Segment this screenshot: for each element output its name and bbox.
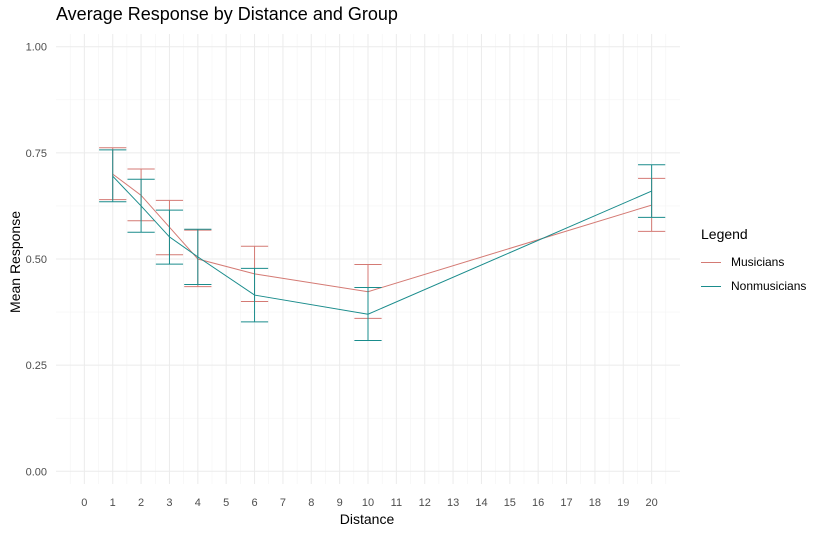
x-tick-label: 2	[138, 497, 144, 509]
x-tick-label: 8	[308, 497, 314, 509]
y-tick-label: 0.75	[26, 148, 47, 160]
x-tick-label: 9	[337, 497, 343, 509]
x-tick-label: 12	[419, 497, 431, 509]
series-layer	[99, 147, 666, 342]
x-tick-label: 13	[447, 497, 459, 509]
x-tick-label: 3	[166, 497, 172, 509]
y-tick-label: 0.25	[26, 360, 47, 372]
y-tick-label: 1.00	[26, 42, 47, 54]
x-tick-label: 6	[251, 497, 257, 509]
error-bar-nonmusicians	[354, 286, 382, 342]
legend: Legend Musicians Nonmusicians	[701, 226, 806, 298]
x-tick-label: 10	[362, 497, 374, 509]
error-bar-nonmusicians	[638, 164, 666, 218]
x-tick-label: 20	[646, 497, 658, 509]
x-tick-label: 7	[280, 497, 286, 509]
x-tick-label: 15	[504, 497, 516, 509]
y-tick-label: 0.50	[26, 254, 47, 266]
legend-label-nonmusicians: Nonmusicians	[731, 279, 807, 293]
legend-title: Legend	[701, 226, 748, 242]
legend-label-musicians: Musicians	[731, 255, 785, 269]
x-axis-title: Distance	[340, 511, 395, 527]
legend-item-musicians: Musicians	[701, 250, 806, 274]
y-axis-title: Mean Response	[7, 211, 23, 313]
x-axis-tick-labels: 0 1 2 3 4 5 6 7 8 9 10 11 12 13 14 15 16 17 18 19 20	[81, 497, 657, 509]
legend-key-musicians	[701, 261, 721, 263]
x-tick-label: 0	[81, 497, 87, 509]
error-bar-nonmusicians	[99, 149, 127, 203]
y-axis-tick-labels: 0.00 0.25 0.50 0.75 1.00	[26, 42, 47, 479]
x-tick-label: 11	[391, 497, 402, 509]
x-tick-label: 18	[589, 497, 601, 509]
x-tick-label: 16	[532, 497, 544, 509]
x-tick-label: 5	[223, 497, 229, 509]
x-tick-label: 17	[560, 497, 572, 509]
legend-key-nonmusicians	[701, 285, 721, 287]
error-bar-nonmusicians	[240, 267, 269, 323]
series-nonmusicians	[99, 149, 666, 342]
x-tick-label: 1	[110, 497, 116, 509]
major-gridlines	[56, 34, 680, 484]
x-tick-label: 14	[475, 497, 487, 509]
y-tick-label: 0.00	[26, 466, 47, 478]
error-bar-nonmusicians	[155, 209, 184, 265]
error-bar-nonmusicians	[127, 178, 155, 233]
error-bar-nonmusicians	[184, 228, 212, 285]
x-tick-label: 4	[195, 497, 201, 509]
legend-item-nonmusicians: Nonmusicians	[701, 274, 806, 298]
chart-title: Average Response by Distance and Group	[56, 4, 398, 24]
x-tick-label: 19	[617, 497, 629, 509]
